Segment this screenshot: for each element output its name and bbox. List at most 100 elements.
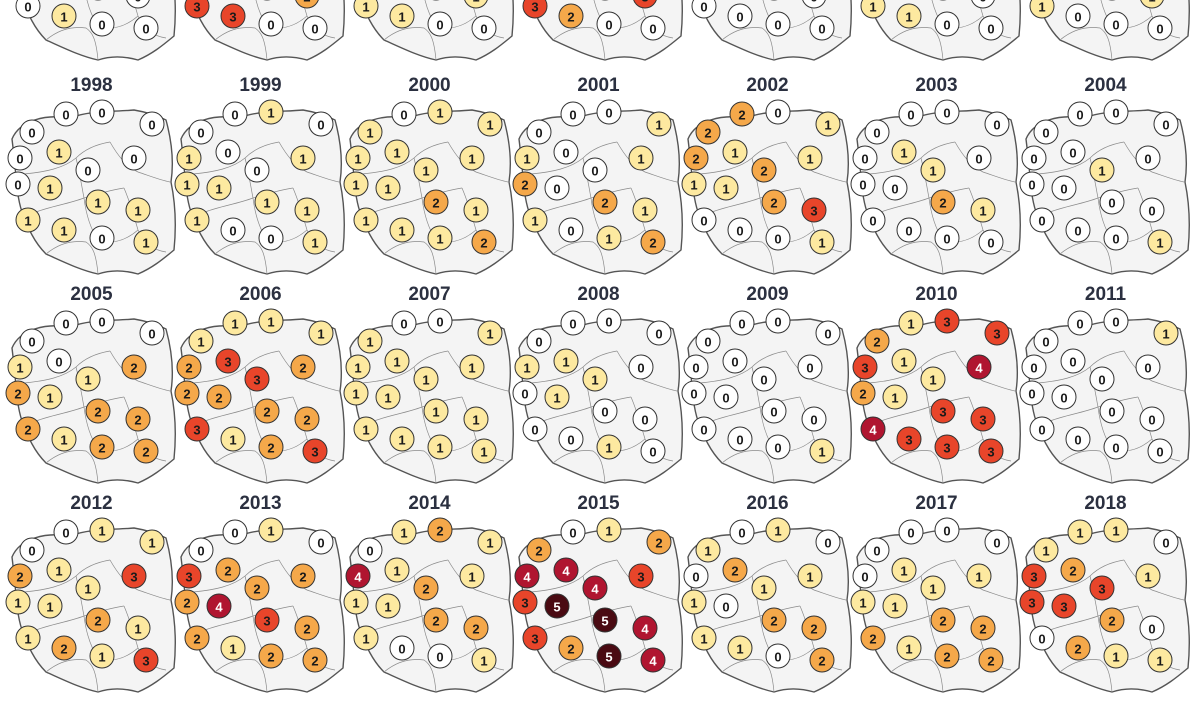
value-circle	[1060, 348, 1086, 374]
region-marker-wielkopolskie: 1	[75, 575, 101, 601]
region-marker-lubuskie: 1	[891, 139, 917, 165]
region-border	[447, 559, 509, 601]
value-circle	[596, 517, 622, 543]
value-label: 1	[760, 582, 767, 597]
value-circle	[89, 434, 115, 460]
value-label: 1	[553, 391, 560, 406]
value-label: 2	[1108, 614, 1115, 629]
region-marker-podkarpackie: 0	[809, 15, 835, 41]
map-panel-1998: 1998 0 0 0 0 0 1 0 0 0 1 1 1 1 1 0 1	[5, 75, 177, 283]
value-label: 3	[987, 445, 994, 460]
value-label: 1	[905, 10, 912, 25]
region-marker-wielkopolskie: 1	[1089, 157, 1115, 183]
region-marker-slaskie: 2	[295, 0, 319, 9]
value-label: 0	[731, 355, 738, 370]
value-circle	[258, 99, 284, 125]
value-label: 1	[1162, 327, 1169, 342]
region-marker-kujawsko-pomorskie: 1	[514, 145, 540, 171]
region-marker-opolskie: 3	[254, 607, 280, 633]
region-marker-malopolskie: 0	[1103, 11, 1129, 37]
value-circle	[51, 426, 77, 452]
region-marker-malopolskie: 1	[596, 434, 622, 460]
region-border	[552, 450, 606, 484]
value-circle	[1019, 380, 1045, 406]
value-label: 0	[14, 178, 21, 193]
map-panel-2015: 2015 2 0 1 2 4 4 4 3 3 5 5 4 3 2 5 4	[512, 493, 684, 701]
value-circle	[891, 139, 917, 165]
value-circle	[353, 207, 379, 233]
region-marker-lubelskie: 1	[389, 426, 415, 452]
value-circle	[176, 563, 202, 589]
value-circle	[1140, 0, 1164, 9]
map-panel-2000: 2000 1 0 1 1 1 1 1 1 1 1 2 1 1 1 1 2	[343, 75, 515, 283]
value-label: 1	[436, 106, 443, 121]
value-circle	[978, 229, 1004, 255]
region-marker-opolskie: 5	[592, 607, 618, 633]
value-circle	[713, 175, 739, 201]
value-circle	[809, 229, 835, 255]
value-circle	[526, 328, 552, 354]
region-border	[214, 241, 268, 275]
value-label: 1	[486, 327, 493, 342]
value-label: 0	[810, 413, 817, 428]
value-label: 1	[84, 582, 91, 597]
value-label: 3	[1060, 600, 1067, 615]
value-circle	[389, 217, 415, 243]
map-panel-2006: 2006 1 1 1 1 2 3 3 2 2 2 2 2 3 1 2 3	[174, 284, 346, 492]
region-marker-kujawsko-pomorskie: 3	[852, 354, 878, 380]
value-circle	[343, 380, 369, 406]
value-label: 1	[486, 118, 493, 133]
value-circle	[691, 0, 717, 19]
value-label: 1	[975, 570, 982, 585]
value-circle	[244, 575, 270, 601]
value-label: 1	[818, 236, 825, 251]
region-marker-mazowieckie: 0	[628, 354, 654, 380]
region-marker-mazowieckie: 0	[121, 145, 147, 171]
value-label: 0	[98, 315, 105, 330]
value-label: 0	[28, 335, 35, 350]
region-marker-lodzkie: 0	[5, 171, 31, 197]
region-marker-lubuskie: 2	[215, 557, 241, 583]
region-marker-swietokrzyskie: 2	[15, 416, 41, 442]
region-marker-slaskie: 0	[1139, 197, 1165, 223]
value-label: 3	[185, 570, 192, 585]
value-circle	[761, 189, 787, 215]
value-circle	[765, 643, 791, 669]
value-circle	[727, 426, 753, 452]
value-label: 1	[704, 544, 711, 559]
year-title: 1998	[70, 75, 113, 96]
map-panel-partial-3: 1000011100011100	[344, 0, 515, 69]
region-marker-malopolskie: 0	[765, 434, 791, 460]
value-label: 0	[1038, 423, 1045, 438]
region-marker-lubuskie: 1	[384, 139, 410, 165]
value-label: 0	[197, 544, 204, 559]
value-label: 0	[605, 315, 612, 330]
year-title: 1999	[239, 75, 282, 96]
value-label: 2	[535, 544, 542, 559]
value-label: 0	[810, 0, 817, 5]
value-circle	[308, 320, 334, 346]
region-marker-lodzkie: 2	[850, 380, 876, 406]
region-marker-mazowieckie: 1	[628, 145, 654, 171]
value-circle	[1089, 157, 1115, 183]
region-marker-malopolskie: 0	[258, 225, 284, 251]
region-marker-mazowieckie: 2	[290, 563, 316, 589]
value-circle	[53, 101, 79, 127]
region-border	[383, 27, 437, 61]
value-circle	[558, 217, 584, 243]
region-marker-podlaskie: 1	[646, 111, 672, 137]
value-label: 4	[649, 654, 657, 669]
region-border	[45, 27, 99, 61]
region-marker-zachodniopomorskie: 0	[864, 119, 890, 145]
value-label: 0	[722, 600, 729, 615]
value-circle	[646, 111, 672, 137]
region-marker-lubuskie: 4	[553, 557, 579, 583]
region-marker-podkarpackie: 1	[471, 438, 497, 464]
region-marker-wielkopolskie: 3	[244, 366, 270, 392]
value-circle	[427, 517, 453, 543]
region-marker-kujawsko-pomorskie: 4	[345, 563, 371, 589]
value-circle	[896, 426, 922, 452]
value-label: 1	[142, 236, 149, 251]
value-label: 0	[824, 536, 831, 551]
map-panel-2003: 2003 0 0 0 0 0 1 1 0 0 0 2 1 0 0 0 0	[850, 75, 1022, 283]
